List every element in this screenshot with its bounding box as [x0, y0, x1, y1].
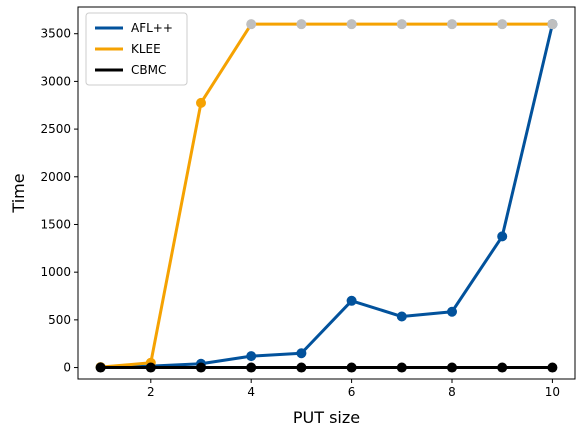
- data-point: [396, 311, 407, 322]
- timeout-point: [497, 19, 508, 30]
- timeout-point: [246, 19, 257, 30]
- data-point: [195, 362, 206, 373]
- plot-area-frame: [77, 6, 576, 380]
- series-cbmc: [95, 362, 558, 373]
- data-point: [296, 348, 307, 359]
- y-tick-label: 3000: [40, 74, 71, 88]
- data-point: [296, 362, 307, 373]
- data-point: [447, 362, 458, 373]
- timeout-point: [447, 19, 458, 30]
- legend: AFL++ KLEE CBMC: [85, 12, 188, 86]
- y-tick-label: 500: [48, 313, 71, 327]
- x-tick-label: 6: [348, 385, 356, 399]
- y-tick-label: 2500: [40, 122, 71, 136]
- data-point: [547, 362, 558, 373]
- x-tick-label: 2: [147, 385, 155, 399]
- y-tick-label: 2000: [40, 170, 71, 184]
- timeout-point: [296, 19, 307, 30]
- y-tick-label: 3500: [40, 27, 71, 41]
- x-axis-label: PUT size: [293, 408, 360, 427]
- data-point: [145, 362, 156, 373]
- data-point: [346, 295, 357, 306]
- y-axis-label: Time: [9, 173, 28, 213]
- data-point: [447, 306, 458, 317]
- data-point: [396, 362, 407, 373]
- data-point: [246, 362, 257, 373]
- data-point: [95, 362, 106, 373]
- legend-label: KLEE: [131, 42, 161, 56]
- timeout-point: [346, 19, 357, 30]
- legend-label: CBMC: [131, 63, 166, 77]
- data-point: [246, 351, 257, 362]
- timeout-point: [396, 19, 407, 30]
- data-point: [497, 231, 508, 242]
- data-point: [346, 362, 357, 373]
- y-tick-label: 1500: [40, 217, 71, 231]
- x-tick-label: 4: [247, 385, 255, 399]
- legend-label: AFL++: [131, 21, 173, 35]
- timeout-point: [547, 19, 558, 30]
- x-tick-label: 10: [545, 385, 560, 399]
- y-tick-label: 1000: [40, 265, 71, 279]
- x-tick-label: 8: [448, 385, 456, 399]
- data-point: [497, 362, 508, 373]
- legend-box: [85, 12, 188, 86]
- data-point: [195, 97, 206, 108]
- series-line-afl: [100, 23, 554, 369]
- series-line-klee: [100, 22, 553, 369]
- y-tick-label: 0: [63, 361, 71, 375]
